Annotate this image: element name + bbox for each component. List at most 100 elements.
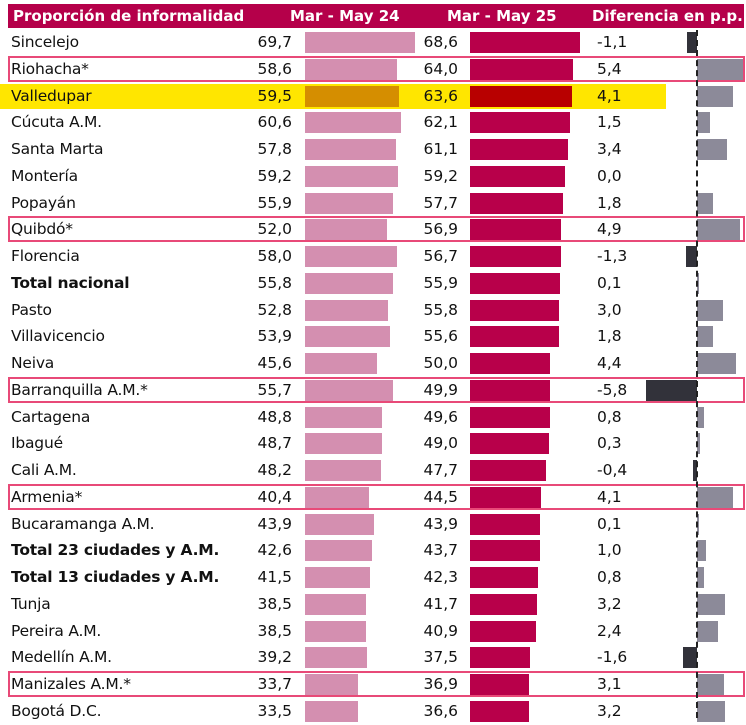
- table-row: Neiva 45,6 50,0 4,4: [0, 350, 746, 377]
- value-2024-label: 59,2: [257, 166, 292, 185]
- bar-diff: [697, 513, 699, 535]
- diff-label: 4,4: [597, 354, 622, 372]
- value-2025-label: 55,6: [423, 327, 458, 346]
- value-2025-label: 40,9: [423, 621, 458, 640]
- value-2025-label: 36,9: [423, 675, 458, 693]
- value-2024-label: 57,8: [257, 140, 292, 158]
- bar-2025: [470, 567, 538, 588]
- bar-2024: [305, 540, 373, 562]
- header-2025: Mar - May 25: [447, 7, 557, 25]
- header-bar: [8, 4, 744, 28]
- value-2024-label: 33,7: [257, 675, 292, 693]
- bar-2024: [305, 433, 382, 455]
- diff-zero-axis: [696, 30, 698, 718]
- bar-diff: [697, 540, 706, 562]
- bar-2025: [470, 486, 542, 508]
- value-2024-label: 48,8: [257, 407, 292, 426]
- region-label: Barranquilla A.M.*: [11, 380, 148, 399]
- table-row: Cúcuta A.M. 60,6 62,1 1,5: [0, 109, 746, 136]
- bar-2025: [470, 85, 572, 107]
- header-diff: Diferencia en p.p.: [592, 7, 743, 25]
- header-2024: Mar - May 24: [290, 7, 400, 25]
- bar-2025: [470, 326, 560, 348]
- value-2025-label: 68,6: [423, 33, 458, 51]
- bar-diff: [645, 379, 697, 401]
- value-2025-label: 56,7: [423, 247, 458, 265]
- bar-2025: [470, 433, 549, 455]
- bar-2024: [305, 165, 399, 187]
- value-2025-label: 62,1: [423, 113, 458, 132]
- bar-2024: [305, 192, 394, 214]
- diff-label: 0,0: [597, 166, 622, 185]
- bar-2024: [305, 326, 391, 348]
- bar-2024: [305, 58, 398, 80]
- table-row: Valledupar 59,5 63,6 4,1: [0, 83, 746, 110]
- bar-2025: [470, 192, 563, 214]
- table-row: Santa Marta 57,8 61,1 3,4: [0, 136, 746, 163]
- bar-2024: [305, 593, 366, 615]
- region-label: Ibagué: [11, 434, 63, 453]
- value-2024-label: 45,6: [257, 354, 292, 372]
- bar-2025: [470, 32, 580, 53]
- table-row: Florencia 58,0 56,7 -1,3: [0, 243, 746, 270]
- value-2024-label: 59,5: [257, 86, 292, 105]
- bar-2024: [305, 406, 383, 428]
- diff-label: -0,4: [597, 461, 628, 479]
- region-label: Total 13 ciudades y A.M.: [11, 568, 220, 586]
- bar-2025: [470, 353, 551, 374]
- diff-label: -1,6: [597, 648, 628, 667]
- bar-2025: [470, 219, 562, 241]
- diff-label: -1,1: [597, 33, 628, 51]
- region-label: Bogotá D.C.: [11, 701, 102, 720]
- value-2025-label: 61,1: [423, 140, 458, 158]
- bar-2025: [470, 540, 541, 562]
- value-2025-label: 56,9: [423, 220, 458, 239]
- bar-diff: [697, 674, 725, 695]
- region-label: Quibdó*: [11, 220, 73, 239]
- table-row: Pasto 52,8 55,8 3,0: [0, 297, 746, 324]
- table-row: Sincelejo 69,7 68,6 -1,1: [0, 29, 746, 56]
- region-label: Pasto: [11, 300, 52, 319]
- table-row: Total 13 ciudades y A.M. 41,5 42,3 0,8: [0, 564, 746, 591]
- region-label: Total nacional: [11, 273, 130, 292]
- bar-diff: [697, 700, 726, 722]
- region-label: Armenia*: [11, 487, 83, 506]
- bar-2025: [470, 246, 561, 267]
- diff-label: 3,1: [597, 675, 622, 693]
- value-2025-label: 63,6: [423, 86, 458, 105]
- bar-2024: [305, 353, 377, 374]
- value-2025-label: 42,3: [423, 568, 458, 586]
- table-row: Total nacional 55,8 55,9 0,1: [0, 270, 746, 297]
- value-2024-label: 55,8: [257, 273, 292, 292]
- bar-2024: [305, 700, 358, 722]
- bar-diff: [697, 406, 705, 428]
- bar-diff: [697, 219, 741, 241]
- value-2025-label: 57,7: [423, 193, 458, 212]
- bar-2025: [470, 674, 530, 695]
- value-2025-label: 49,0: [423, 434, 458, 453]
- value-2024-label: 55,9: [257, 193, 292, 212]
- bar-diff: [682, 647, 697, 669]
- table-row: Manizales A.M.* 33,7 36,9 3,1: [0, 671, 746, 698]
- diff-label: 0,3: [597, 434, 622, 453]
- bar-diff: [685, 246, 697, 267]
- value-2025-label: 37,5: [423, 648, 458, 667]
- region-label: Florencia: [11, 247, 80, 265]
- diff-label: 4,1: [597, 487, 622, 506]
- bar-2024: [305, 647, 367, 669]
- value-2025-label: 49,9: [423, 380, 458, 399]
- bar-2024: [305, 246, 397, 267]
- bar-diff: [697, 620, 719, 642]
- bar-diff: [697, 85, 734, 107]
- bar-2024: [305, 460, 382, 481]
- diff-label: 0,1: [597, 273, 622, 292]
- bar-2024: [305, 272, 394, 294]
- bar-diff: [697, 486, 734, 508]
- value-2025-label: 59,2: [423, 166, 458, 185]
- bar-2024: [305, 567, 371, 588]
- diff-label: 1,8: [597, 193, 622, 212]
- diff-label: 5,4: [597, 59, 622, 78]
- bar-diff: [697, 433, 700, 455]
- bar-2024: [305, 674, 359, 695]
- bar-2025: [470, 112, 570, 134]
